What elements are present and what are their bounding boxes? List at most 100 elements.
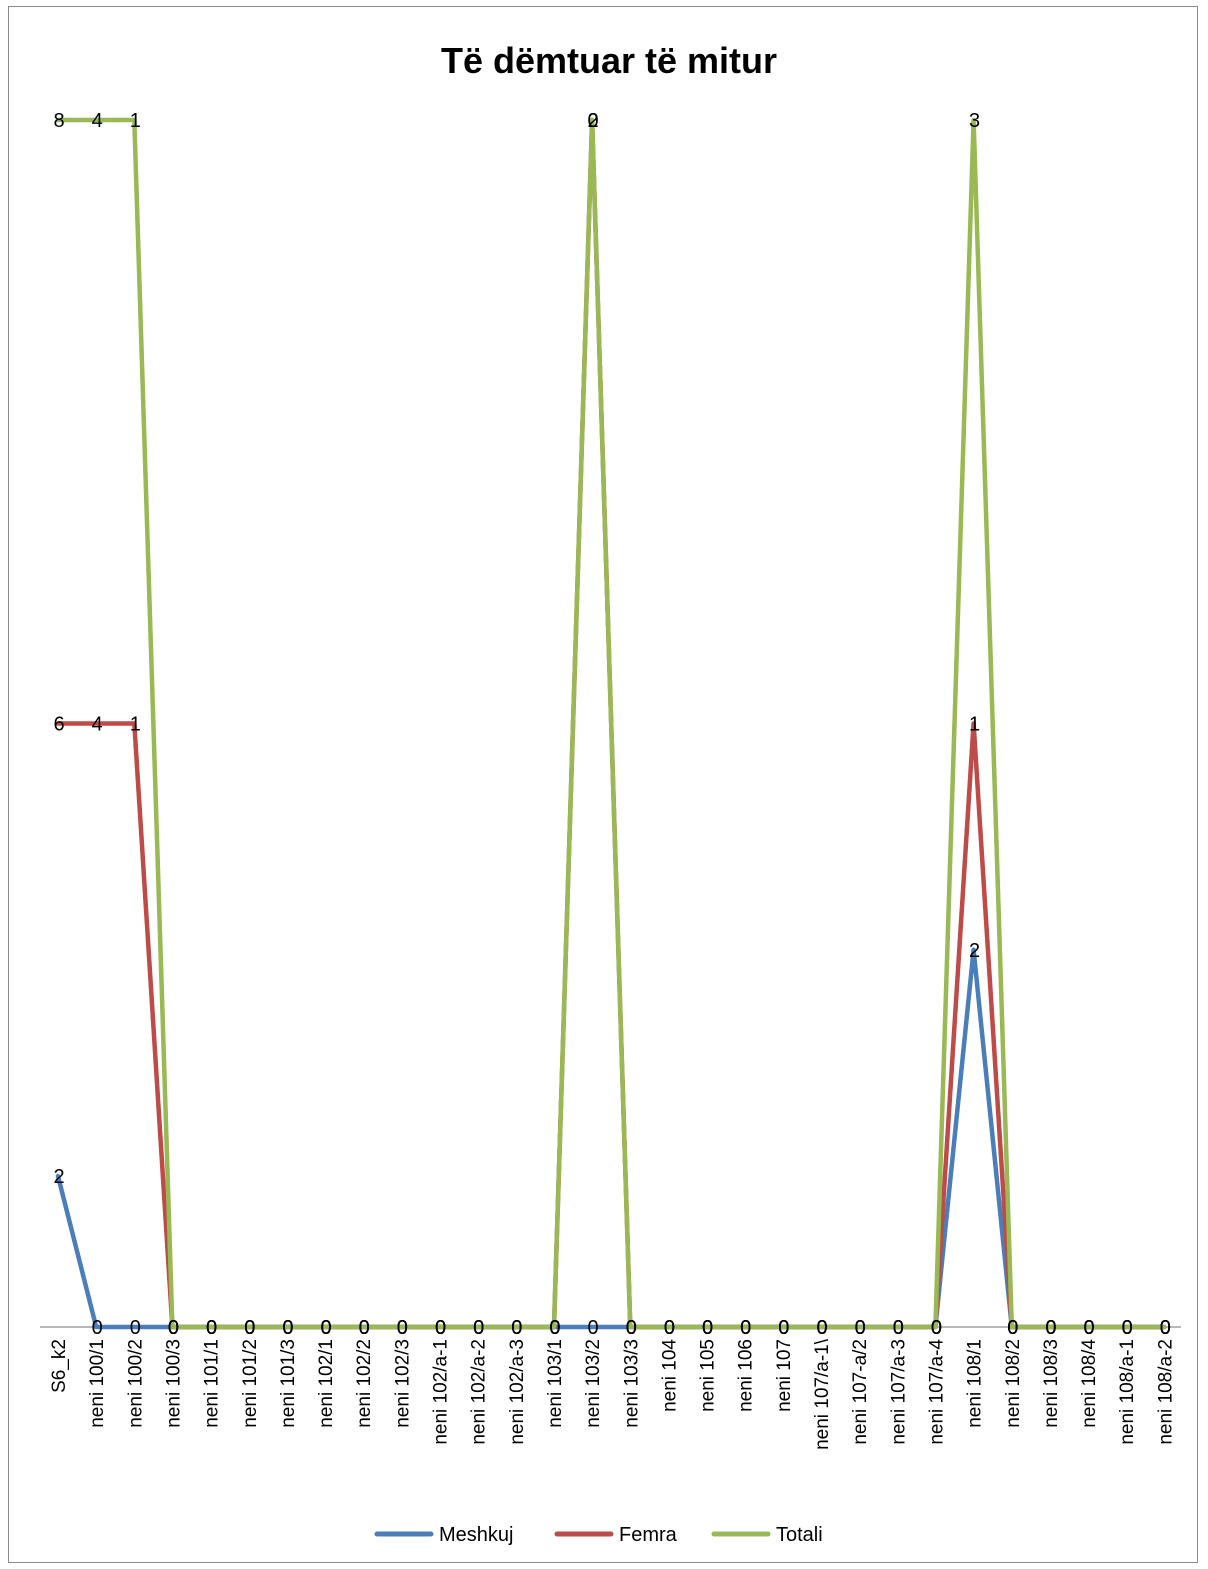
data-label-totali: 0 bbox=[1160, 1317, 1171, 1339]
x-tick-label: neni 108/1 bbox=[965, 1339, 986, 1428]
x-tick-label: neni 100/3 bbox=[163, 1339, 184, 1428]
data-label-meshkuj: 0 bbox=[702, 1317, 713, 1339]
data-label-femra: 0 bbox=[549, 1317, 560, 1339]
data-label-femra: 0 bbox=[282, 1317, 293, 1339]
x-tick-label: neni 103/2 bbox=[583, 1339, 604, 1428]
data-label-femra: 0 bbox=[168, 1317, 179, 1339]
data-label-meshkuj: 0 bbox=[92, 1317, 103, 1339]
data-label-femra: 4 bbox=[92, 714, 103, 736]
axis-layer: S6_k2 neni 100/1 neni 100/2 neni 100/3 neni … bbox=[40, 1326, 1181, 1450]
data-label-totali: 4 bbox=[92, 110, 103, 132]
data-label-femra: 0 bbox=[816, 1317, 827, 1339]
data-label-meshkuj: 0 bbox=[1083, 1317, 1094, 1339]
x-tick-label: neni 107/a-3 bbox=[888, 1339, 909, 1445]
data-label-meshkuj: 0 bbox=[435, 1317, 446, 1339]
data-label-totali: 0 bbox=[664, 1317, 675, 1339]
data-label-meshkuj: 0 bbox=[664, 1317, 675, 1339]
data-label-meshkuj: 0 bbox=[244, 1317, 255, 1339]
data-label-totali: 0 bbox=[893, 1317, 904, 1339]
x-tick-label: neni 102/2 bbox=[354, 1339, 375, 1428]
x-tick-label: neni 102/a-2 bbox=[469, 1339, 490, 1445]
data-label-meshkuj: 0 bbox=[206, 1317, 217, 1339]
x-tick-label: neni 103/3 bbox=[621, 1339, 642, 1428]
data-label-totali: 0 bbox=[1007, 1317, 1018, 1339]
data-label-femra: 0 bbox=[778, 1317, 789, 1339]
x-tick-label: neni 108/3 bbox=[1041, 1339, 1062, 1428]
x-tick-label: neni 102/a-1 bbox=[431, 1339, 452, 1445]
x-tick-label: neni 100/2 bbox=[125, 1339, 146, 1428]
x-tick-label: neni 104 bbox=[659, 1339, 680, 1412]
x-tick-label: neni 108/a-2 bbox=[1155, 1339, 1176, 1445]
x-tick-label: neni 102/1 bbox=[316, 1339, 337, 1428]
chart-frame: Të dëmtuar të mitur S6_k2 neni 100/1 neni … bbox=[8, 6, 1198, 1563]
data-label-femra: 0 bbox=[206, 1317, 217, 1339]
data-label-femra: 6 bbox=[53, 714, 64, 736]
x-tick-label: S6_k2 bbox=[49, 1339, 70, 1393]
data-label-totali: 8 bbox=[53, 110, 64, 132]
x-tick-label: neni 105 bbox=[698, 1339, 719, 1412]
data-label-layer: 20 0 0 0 0 0 0 0 0 0 0 0 0 0 0 0 0 0 0 0 0 0 020 0 0 0 06 4 10 0 0 0 0 0 0… bbox=[53, 110, 1170, 1339]
data-label-totali: 0 bbox=[931, 1317, 942, 1339]
data-label-femra: 0 bbox=[855, 1317, 866, 1339]
data-label-femra: 0 bbox=[244, 1317, 255, 1339]
data-label-totali: 0 bbox=[282, 1317, 293, 1339]
x-tick-label: neni 108/a-1 bbox=[1117, 1339, 1138, 1445]
data-label-totali: 0 bbox=[397, 1317, 408, 1339]
series-layer bbox=[55, 117, 1167, 1330]
data-label-totali: 0 bbox=[778, 1317, 789, 1339]
x-tick-label: neni 108/4 bbox=[1079, 1339, 1100, 1428]
legend-label-totali: Totali bbox=[776, 1524, 823, 1546]
data-label-meshkuj: 0 bbox=[549, 1317, 560, 1339]
data-label-totali: 0 bbox=[435, 1317, 446, 1339]
data-label-femra: 0 bbox=[1045, 1317, 1056, 1339]
data-label-femra: 0 bbox=[893, 1317, 904, 1339]
x-tick-label: neni 101/1 bbox=[202, 1339, 223, 1428]
data-label-meshkuj: 2 bbox=[969, 940, 980, 962]
data-label-femra: 0 bbox=[702, 1317, 713, 1339]
data-label-totali: 0 bbox=[740, 1317, 751, 1339]
data-label-totali: 1 bbox=[130, 110, 141, 132]
data-label-totali: 0 bbox=[549, 1317, 560, 1339]
data-label-femra: 0 bbox=[320, 1317, 331, 1339]
data-label-meshkuj: 0 bbox=[855, 1317, 866, 1339]
data-label-totali: 0 bbox=[206, 1317, 217, 1339]
data-label-meshkuj: 0 bbox=[473, 1317, 484, 1339]
data-label-femra: 1 bbox=[969, 714, 980, 736]
data-label-meshkuj: 0 bbox=[740, 1317, 751, 1339]
x-tick-label: neni 100/1 bbox=[87, 1339, 108, 1428]
series-line-totali bbox=[55, 117, 1167, 1330]
data-label-femra: 0 bbox=[473, 1317, 484, 1339]
data-label-meshkuj: 0 bbox=[1160, 1317, 1171, 1339]
data-label-meshkuj: 0 bbox=[893, 1317, 904, 1339]
legend: Meshkuj Femra Totali bbox=[374, 1524, 823, 1546]
data-label-meshkuj: 0 bbox=[511, 1317, 522, 1339]
data-label-totali: 0 bbox=[168, 1317, 179, 1339]
data-label-femra: 0 bbox=[397, 1317, 408, 1339]
x-tick-label: neni 107/a-4 bbox=[926, 1339, 947, 1445]
data-label-totali: 0 bbox=[244, 1317, 255, 1339]
x-tick-label: neni 107-a/2 bbox=[850, 1339, 871, 1445]
data-label-meshkuj: 0 bbox=[816, 1317, 827, 1339]
data-label-totali: 0 bbox=[626, 1317, 637, 1339]
x-tick-label: neni 108/2 bbox=[1003, 1339, 1024, 1428]
legend-label-femra: Femra bbox=[619, 1524, 678, 1546]
chart-title: Të dëmtuar të mitur bbox=[441, 40, 777, 81]
data-label-meshkuj: 2 bbox=[53, 1166, 64, 1188]
x-tick-label: neni 107/a-1\ bbox=[812, 1338, 833, 1450]
x-tick-label: neni 102/a-3 bbox=[507, 1339, 528, 1445]
data-label-femra: 0 bbox=[1122, 1317, 1133, 1339]
data-label-femra: 0 bbox=[626, 1317, 637, 1339]
data-label-meshkuj: 0 bbox=[359, 1317, 370, 1339]
data-label-totali: 0 bbox=[816, 1317, 827, 1339]
data-label-totali: 2 bbox=[588, 110, 599, 132]
data-label-meshkuj: 0 bbox=[626, 1317, 637, 1339]
data-label-meshkuj: 0 bbox=[282, 1317, 293, 1339]
data-label-meshkuj: 0 bbox=[130, 1317, 141, 1339]
data-label-totali: 0 bbox=[359, 1317, 370, 1339]
x-tick-label: neni 107 bbox=[774, 1339, 795, 1412]
data-label-femra: 0 bbox=[931, 1317, 942, 1339]
data-label-femra: 0 bbox=[1083, 1317, 1094, 1339]
data-label-femra: 0 bbox=[511, 1317, 522, 1339]
data-label-femra: 0 bbox=[1007, 1317, 1018, 1339]
data-label-totali: 0 bbox=[1045, 1317, 1056, 1339]
